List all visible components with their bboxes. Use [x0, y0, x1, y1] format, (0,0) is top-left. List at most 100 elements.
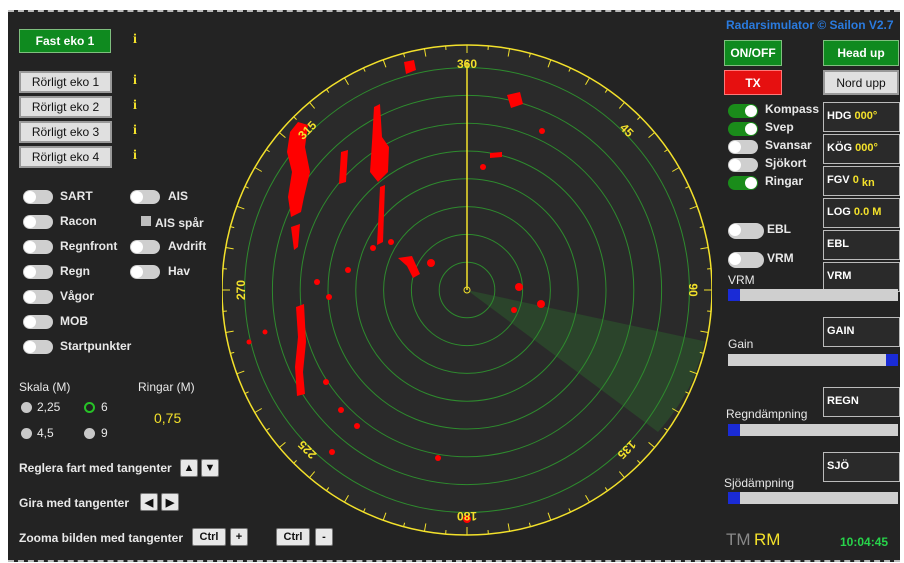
echo-dot-11: [511, 307, 517, 313]
onoff-button[interactable]: ON/OFF: [724, 40, 782, 66]
chart-toggle[interactable]: [728, 158, 758, 172]
bearing-tick: [403, 522, 406, 527]
bearing-label-270: 270: [234, 280, 248, 300]
kog-label: KÖG: [827, 142, 853, 154]
fast-echo-1-button[interactable]: Fast eko 1: [19, 29, 111, 53]
zoom-out-ctrl-key[interactable]: Ctrl: [276, 528, 310, 546]
rain-button[interactable]: REGN: [823, 387, 900, 417]
sea-slider-handle[interactable]: [728, 492, 740, 504]
moving-echo-1-info-icon[interactable]: i: [133, 73, 137, 88]
zoom-in-ctrl-key[interactable]: Ctrl: [192, 528, 226, 546]
turn-left-key[interactable]: ◀: [140, 493, 158, 511]
sea-toggle[interactable]: [130, 265, 160, 279]
moving-echo-1-button[interactable]: Rörligt eko 1: [19, 71, 112, 93]
kog-value: 000°: [855, 142, 878, 154]
bearing-tick: [671, 408, 680, 413]
tx-button[interactable]: TX: [724, 70, 782, 95]
moving-echo-2-button[interactable]: Rörligt eko 2: [19, 96, 112, 118]
chart-label: Sjökort: [765, 156, 807, 170]
bearing-tick: [700, 246, 709, 250]
echo-dot-5: [388, 239, 394, 245]
vrm-readout: VRM: [823, 262, 900, 292]
head-up-button[interactable]: Head up: [823, 40, 899, 66]
bearing-tick: [344, 77, 349, 86]
moving-echo-2-info-icon[interactable]: i: [133, 98, 137, 113]
ais-toggle[interactable]: [130, 190, 160, 204]
gain-slider[interactable]: [728, 354, 898, 366]
tails-toggle[interactable]: [728, 140, 758, 154]
compass-toggle[interactable]: [728, 104, 758, 118]
rain-front-toggle[interactable]: [23, 240, 53, 254]
rings-toggle[interactable]: [728, 176, 758, 190]
gain-slider-handle[interactable]: [886, 354, 898, 366]
vrm-slider-handle[interactable]: [728, 289, 740, 301]
moving-echo-3-button[interactable]: Rörligt eko 3: [19, 121, 112, 143]
bearing-tick: [507, 523, 511, 532]
bearing-tick: [278, 441, 286, 448]
scale-option-4-5: 4,5: [37, 426, 54, 440]
vrm-toggle[interactable]: [728, 252, 764, 268]
bearing-tick: [293, 116, 297, 120]
sea-button[interactable]: SJÖ: [823, 452, 900, 482]
bearing-tick: [699, 226, 704, 229]
bearing-tick: [648, 132, 656, 139]
echo-dot-6: [345, 267, 351, 273]
bearing-tick: [689, 370, 698, 375]
rain-toggle[interactable]: [23, 265, 53, 279]
waves-toggle[interactable]: [23, 290, 53, 304]
scale-radio-6[interactable]: [84, 402, 95, 413]
bearing-tick: [637, 116, 641, 120]
rm-mode[interactable]: RM: [754, 530, 781, 549]
bearing-tick: [230, 351, 235, 354]
gain-button[interactable]: GAIN: [823, 317, 900, 347]
mob-toggle[interactable]: [23, 315, 53, 329]
scale-radio-9[interactable]: [84, 428, 95, 439]
vrm-toggle-label: VRM: [767, 251, 794, 265]
sweep-toggle[interactable]: [728, 122, 758, 136]
ebl-toggle[interactable]: [728, 223, 764, 239]
bearing-tick: [664, 427, 668, 431]
echo-dot-3: [480, 164, 486, 170]
echo-dot-7: [314, 279, 320, 285]
fast-echo-info-icon[interactable]: i: [133, 32, 137, 47]
bearing-label-90: 90: [686, 283, 700, 297]
vrm-slider[interactable]: [728, 289, 898, 301]
bearing-tick: [344, 494, 349, 503]
ais-trail-checkbox[interactable]: [141, 216, 151, 226]
scale-radio-2-25[interactable]: [21, 402, 32, 413]
zoom-in-plus-key[interactable]: +: [230, 528, 248, 546]
echo-center-w: [398, 256, 420, 278]
rings-label: Ringar (M): [138, 380, 195, 394]
rain-slider-handle[interactable]: [728, 424, 740, 436]
hdg-label: HDG: [827, 110, 852, 122]
bearing-tick: [403, 53, 406, 58]
bearing-tick: [254, 408, 263, 413]
racon-toggle[interactable]: [23, 215, 53, 229]
rain-damping-slider[interactable]: [728, 424, 898, 436]
speed-down-key[interactable]: ▼: [201, 459, 219, 477]
sart-toggle[interactable]: [23, 190, 53, 204]
bearing-tick: [618, 471, 625, 479]
speed-up-key[interactable]: ▲: [180, 459, 198, 477]
gain-button-label: GAIN: [827, 325, 855, 337]
moving-echo-4-info-icon[interactable]: i: [133, 148, 137, 163]
scale-radio-4-5[interactable]: [21, 428, 32, 439]
ebl-readout: EBL: [823, 230, 900, 260]
north-up-button[interactable]: Nord upp: [823, 70, 899, 95]
start-points-toggle[interactable]: [23, 340, 53, 354]
log-readout: LOG 0.0 M: [823, 198, 900, 228]
drift-toggle[interactable]: [130, 240, 160, 254]
moving-echo-3-info-icon[interactable]: i: [133, 123, 137, 138]
echo-ne1: [507, 92, 523, 108]
echo-dot-19: [262, 329, 268, 335]
sea-damping-slider[interactable]: [728, 492, 898, 504]
waves-label: Vågor: [60, 289, 95, 303]
echo-n1: [404, 60, 416, 74]
moving-echo-4-button[interactable]: Rörligt eko 4: [19, 146, 112, 168]
turn-right-key[interactable]: ▶: [161, 493, 179, 511]
sart-label: SART: [60, 189, 93, 203]
tm-mode[interactable]: TM: [726, 530, 751, 549]
zoom-out-minus-key[interactable]: -: [315, 528, 333, 546]
bearing-tick: [236, 370, 245, 375]
